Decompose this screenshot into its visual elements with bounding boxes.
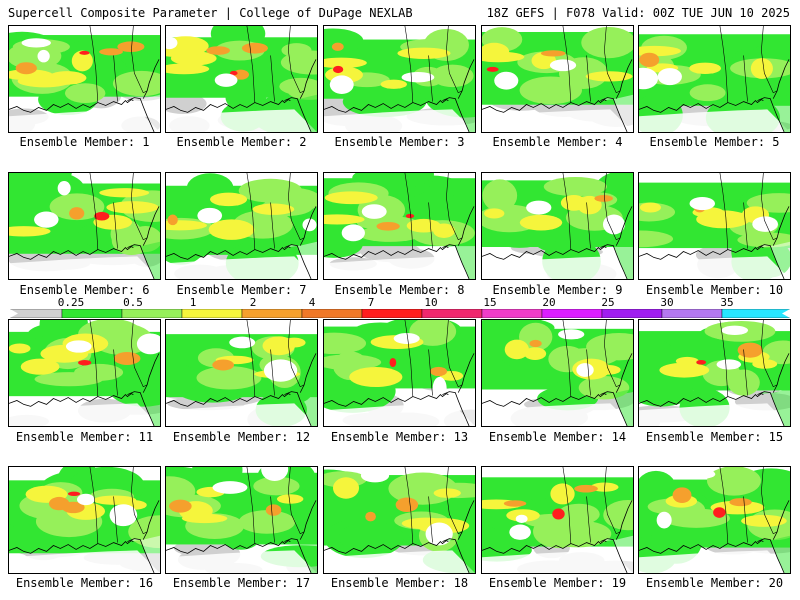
colorbar-tick-label: 35 bbox=[720, 296, 734, 309]
colorbar-tick-label: 20 bbox=[542, 296, 556, 309]
colorbar-bin bbox=[601, 309, 663, 318]
ensemble-member-map bbox=[638, 25, 791, 133]
ensemble-member-label: Ensemble Member: 3 bbox=[334, 135, 465, 149]
ensemble-member-map bbox=[638, 466, 791, 574]
ensemble-member-label: Ensemble Member: 2 bbox=[176, 135, 307, 149]
ensemble-member-map bbox=[323, 172, 476, 280]
ensemble-member-map bbox=[481, 172, 634, 280]
run-valid-time: 18Z GEFS | F078 Valid: 00Z TUE JUN 10 20… bbox=[486, 6, 790, 20]
ensemble-member-map bbox=[481, 319, 634, 427]
colorbar-bin bbox=[121, 309, 183, 318]
ensemble-member-label: Ensemble Member: 18 bbox=[330, 576, 469, 590]
ensemble-member-label: Ensemble Member: 14 bbox=[488, 430, 627, 444]
ensemble-member-map bbox=[638, 319, 791, 427]
ensemble-member-map bbox=[165, 319, 318, 427]
ensemble-member-label: Ensemble Member: 5 bbox=[649, 135, 780, 149]
colorbar-tick-label: 30 bbox=[660, 296, 674, 309]
colorbar-tick-label: 2 bbox=[249, 296, 257, 309]
colorbar-bin bbox=[481, 309, 543, 318]
ensemble-member-label: Ensemble Member: 17 bbox=[172, 576, 311, 590]
ensemble-member-label: Ensemble Member: 13 bbox=[330, 430, 469, 444]
ensemble-member-map bbox=[8, 25, 161, 133]
colorbar-bin bbox=[421, 309, 483, 318]
colorbar-bin bbox=[301, 309, 363, 318]
ensemble-member-label: Ensemble Member: 9 bbox=[492, 283, 623, 297]
ensemble-member-map bbox=[323, 25, 476, 133]
ensemble-member-label: Ensemble Member: 11 bbox=[15, 430, 154, 444]
colorbar-tick-label: 4 bbox=[308, 296, 316, 309]
ensemble-member-label: Ensemble Member: 10 bbox=[645, 283, 784, 297]
colorbar-arrow bbox=[782, 309, 790, 318]
colorbar-tick-label: 1 bbox=[189, 296, 197, 309]
colorbar-tick-label: 25 bbox=[601, 296, 615, 309]
ensemble-member-label: Ensemble Member: 15 bbox=[645, 430, 784, 444]
colorbar-tick-label: 0.25 bbox=[57, 296, 85, 309]
ensemble-member-map bbox=[165, 25, 318, 133]
ensemble-member-label: Ensemble Member: 20 bbox=[645, 576, 784, 590]
colorbar-tick-label: 10 bbox=[424, 296, 438, 309]
ensemble-member-map bbox=[481, 25, 634, 133]
ensemble-member-label: Ensemble Member: 8 bbox=[334, 283, 465, 297]
ensemble-member-label: Ensemble Member: 6 bbox=[19, 283, 150, 297]
ensemble-member-map bbox=[323, 319, 476, 427]
ensemble-member-map bbox=[481, 466, 634, 574]
ensemble-member-label: Ensemble Member: 7 bbox=[176, 283, 307, 297]
ensemble-member-map bbox=[8, 172, 161, 280]
colorbar-tick-label: 7 bbox=[367, 296, 375, 309]
colorbar-bin bbox=[541, 309, 603, 318]
ensemble-member-map bbox=[638, 172, 791, 280]
colorbar-bin bbox=[241, 309, 303, 318]
colorbar-tick-label: 15 bbox=[483, 296, 497, 309]
colorbar-tick-label: 0.5 bbox=[123, 296, 143, 309]
colorbar-bin bbox=[661, 309, 723, 318]
colorbar-bin bbox=[721, 309, 790, 318]
ensemble-member-map bbox=[165, 172, 318, 280]
colorbar-bin bbox=[181, 309, 243, 318]
colorbar-bin bbox=[361, 309, 423, 318]
ensemble-member-label: Ensemble Member: 19 bbox=[488, 576, 627, 590]
colorbar-bin bbox=[61, 309, 123, 318]
ensemble-member-label: Ensemble Member: 1 bbox=[19, 135, 150, 149]
ensemble-member-map bbox=[8, 466, 161, 574]
ensemble-member-label: Ensemble Member: 16 bbox=[15, 576, 154, 590]
ensemble-member-map bbox=[8, 319, 161, 427]
ensemble-member-map bbox=[323, 466, 476, 574]
colorbar bbox=[10, 309, 790, 318]
colorbar-arrow bbox=[10, 309, 18, 318]
map-title: Supercell Composite Parameter | College … bbox=[8, 6, 413, 20]
ensemble-member-label: Ensemble Member: 4 bbox=[492, 135, 623, 149]
ensemble-member-map bbox=[165, 466, 318, 574]
ensemble-member-label: Ensemble Member: 12 bbox=[172, 430, 311, 444]
